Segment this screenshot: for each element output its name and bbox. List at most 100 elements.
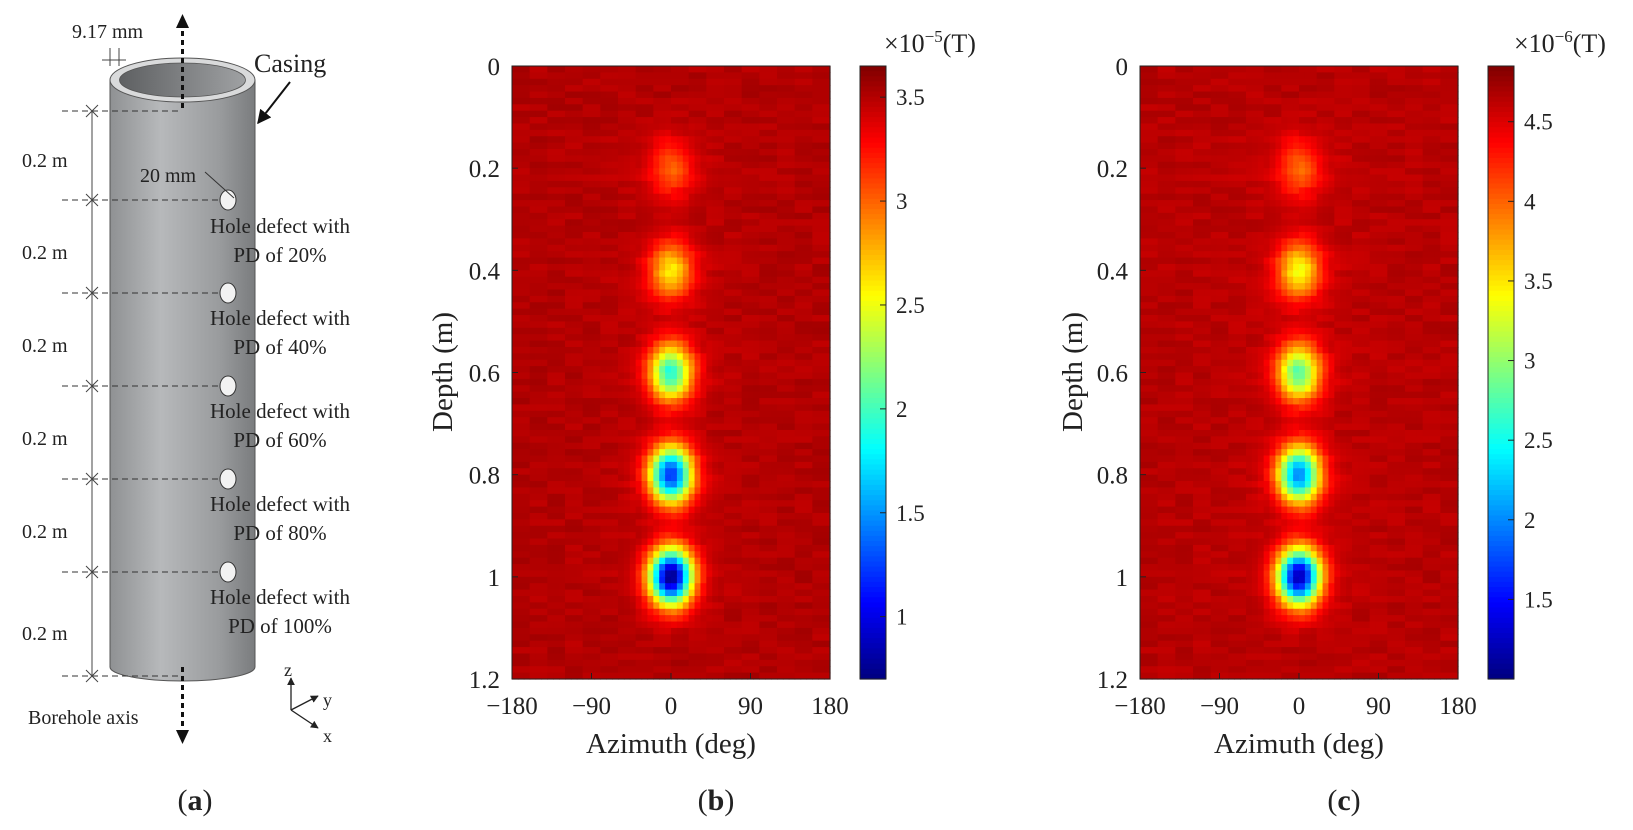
heatmap-b-cell	[706, 66, 713, 73]
heatmap-b-cell	[618, 391, 625, 399]
heatmap-b-cell	[635, 289, 643, 297]
heatmap-b-cell	[777, 149, 784, 156]
heatmap-b-cell	[512, 493, 519, 501]
heatmap-b-cell	[812, 142, 819, 150]
heatmap-b-cell	[694, 449, 702, 457]
heatmap-b-cell	[824, 136, 831, 144]
heatmap-b-cell	[724, 129, 731, 137]
heatmap-b-cell	[512, 378, 519, 386]
heatmap-b-cell	[565, 244, 572, 252]
heatmap-b-cell	[688, 621, 696, 629]
heatmap-b-cell	[782, 557, 790, 565]
heatmap-b-cell	[659, 315, 666, 323]
heatmap-b-cell	[800, 283, 808, 291]
heatmap-b-cell	[747, 634, 755, 642]
heatmap-b-cell	[747, 583, 755, 591]
heatmap-b-cell	[606, 327, 613, 335]
heatmap-b-cell	[517, 359, 525, 367]
heatmap-b-cell	[794, 315, 802, 323]
heatmap-b-cell	[523, 634, 531, 642]
heatmap-b-cell	[771, 315, 778, 323]
heatmap-b-cell	[818, 225, 825, 233]
heatmap-b-cell	[606, 283, 613, 291]
heatmap-b-cell	[618, 168, 625, 176]
heatmap-b-cell	[712, 398, 719, 406]
heatmap-b-cell	[629, 238, 637, 246]
heatmap-b-cell	[765, 187, 772, 195]
heatmap-b-cell	[641, 334, 649, 342]
heatmap-b-cell	[665, 295, 672, 303]
heatmap-b-cell	[706, 595, 713, 603]
heatmap-b-cell	[741, 353, 749, 361]
heatmap-b-cell	[676, 493, 684, 501]
heatmap-b-cell	[777, 417, 784, 425]
heatmap-b-cell	[529, 455, 537, 463]
heatmap-b-cell	[729, 346, 737, 354]
heatmap-b-cell	[671, 417, 678, 425]
heatmap-b-cell	[529, 283, 537, 291]
heatmap-b-cell	[547, 91, 554, 99]
heatmap-b-cell	[700, 353, 707, 361]
heatmap-b-cell	[588, 263, 596, 271]
heatmap-b-cell	[629, 155, 637, 163]
heatmap-b-cell	[570, 512, 578, 520]
heatmap-b-cell	[812, 72, 819, 80]
heatmap-b-cell	[712, 193, 719, 201]
heatmap-b-cell	[824, 180, 831, 188]
heatmap-b-cell	[753, 449, 760, 457]
heatmap-b-cell	[818, 538, 825, 546]
heatmap-b-cell	[788, 289, 796, 297]
heatmap-b-cell	[541, 117, 548, 125]
heatmap-b-cell	[735, 570, 743, 578]
heatmap-b-cell	[771, 327, 778, 335]
heatmap-b-cell	[753, 72, 760, 80]
heatmap-b-cell	[694, 621, 702, 629]
heatmap-b-cell	[623, 155, 631, 163]
heatmap-b-cell	[541, 608, 548, 616]
heatmap-b-cell	[782, 595, 790, 603]
heatmap-b-cell	[765, 104, 772, 112]
heatmap-b-cell	[771, 512, 778, 520]
heatmap-b-cell	[753, 283, 760, 291]
heatmap-b-cell	[771, 308, 778, 316]
heatmap-b-cell	[729, 468, 737, 476]
heatmap-b-cell	[782, 263, 790, 271]
heatmap-b-cell	[635, 481, 643, 489]
heatmap-b-cell	[682, 404, 690, 412]
heatmap-b-cell	[594, 251, 601, 259]
heatmap-b-cell	[553, 219, 560, 227]
heatmap-b-cell	[724, 340, 731, 348]
heatmap-b-cell	[671, 449, 678, 457]
heatmap-b-cell	[771, 429, 778, 437]
heatmap-b-cell	[735, 72, 743, 80]
heatmap-b-cell	[818, 589, 825, 597]
heatmap-b-cell	[541, 225, 548, 233]
heatmap-b-cell	[794, 423, 802, 431]
heatmap-b-cell	[741, 110, 749, 118]
heatmap-b-cell	[747, 225, 755, 233]
heatmap-b-cell	[729, 72, 737, 80]
heatmap-b-cell	[818, 525, 825, 533]
heatmap-b-cell	[529, 506, 537, 514]
heatmap-b-cell	[771, 200, 778, 208]
heatmap-b-cell	[547, 174, 554, 182]
heatmap-b-cell	[788, 366, 796, 374]
heatmap-b-cell	[512, 327, 519, 335]
heatmap-b-cell	[782, 608, 790, 616]
heatmap-b-cell	[712, 525, 719, 533]
heatmap-b-cell	[529, 219, 537, 227]
heatmap-b-cell	[718, 161, 725, 169]
heatmap-b-cell	[724, 564, 731, 572]
heatmap-b-cell	[659, 334, 666, 342]
heatmap-b-cell	[559, 353, 566, 361]
heatmap-b-cell	[747, 512, 755, 520]
heatmap-b-cell	[712, 621, 719, 629]
heatmap-b-cell	[523, 263, 531, 271]
heatmap-b-cell	[806, 570, 813, 578]
heatmap-b-cell	[512, 174, 519, 182]
heatmap-b-cell	[759, 295, 766, 303]
heatmap-b-cell	[741, 410, 749, 418]
heatmap-b-cell	[623, 449, 631, 457]
heatmap-b-cell	[594, 615, 601, 623]
heatmap-b-cell	[582, 557, 590, 565]
